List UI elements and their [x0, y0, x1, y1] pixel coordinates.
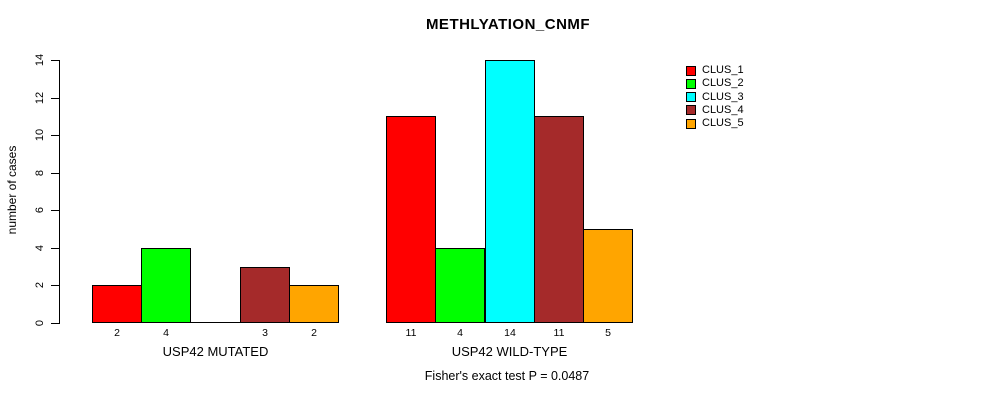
y-axis-line: [59, 60, 60, 324]
legend-swatch: [686, 92, 696, 103]
bar-value-label: 2: [114, 327, 120, 339]
y-tick-label: 12: [34, 91, 46, 105]
legend-label: CLUS_1: [702, 64, 744, 76]
y-tick: [51, 210, 59, 211]
bar-CLUS_1: [386, 116, 436, 323]
bar-CLUS_1: [92, 285, 142, 323]
y-tick: [51, 173, 59, 174]
y-tick: [51, 135, 59, 136]
bar-CLUS_4: [240, 267, 290, 323]
bar-CLUS_4: [534, 116, 584, 323]
bar-value-label: 14: [504, 327, 516, 339]
y-tick-label: 14: [34, 53, 46, 67]
y-tick-label: 4: [34, 244, 46, 252]
y-tick: [51, 60, 59, 61]
y-tick-label: 10: [34, 128, 46, 142]
bar-value-label: 3: [262, 327, 268, 339]
legend-item: CLUS_2: [686, 77, 744, 90]
y-tick: [51, 285, 59, 286]
bar-value-label: 4: [163, 327, 169, 339]
y-tick-label: 8: [34, 169, 46, 177]
footer-note: Fisher's exact test P = 0.0487: [424, 369, 590, 383]
bar-value-label: 2: [311, 327, 317, 339]
y-tick: [51, 248, 59, 249]
legend-item: CLUS_4: [686, 104, 744, 117]
y-tick-label: 2: [34, 281, 46, 289]
legend-swatch: [686, 65, 696, 76]
legend-label: CLUS_2: [702, 77, 744, 90]
legend-label: CLUS_3: [702, 90, 744, 103]
bar-CLUS_2: [435, 248, 485, 323]
y-tick-label: 0: [34, 319, 46, 327]
category-label: USP42 MUTATED: [162, 344, 269, 359]
bar-CLUS_3: [485, 60, 535, 323]
y-tick-label: 6: [34, 206, 46, 214]
legend-item: CLUS_1: [686, 64, 744, 77]
legend-swatch: [686, 78, 696, 89]
legend-label: CLUS_5: [702, 117, 744, 130]
legend-item: CLUS_3: [686, 91, 744, 104]
bar-value-label: 11: [553, 327, 565, 339]
bar-CLUS_5: [583, 229, 633, 323]
y-tick: [51, 323, 59, 324]
bar-value-label: 11: [405, 327, 417, 339]
bar-CLUS_2: [141, 248, 191, 323]
y-axis-label: number of cases: [5, 145, 19, 235]
category-label: USP42 WILD-TYPE: [451, 344, 568, 359]
bar-value-label: 5: [605, 327, 611, 339]
bar-value-label: 4: [457, 327, 463, 339]
chart-title: METHLYATION_CNMF: [425, 16, 591, 33]
legend-label: CLUS_4: [702, 103, 744, 116]
legend-item: CLUS_5: [686, 117, 744, 130]
bar-CLUS_5: [289, 285, 339, 323]
y-tick: [51, 98, 59, 99]
legend-swatch: [686, 118, 696, 129]
legend-swatch: [686, 105, 696, 116]
bar-CLUS_3-zero: [191, 322, 241, 323]
